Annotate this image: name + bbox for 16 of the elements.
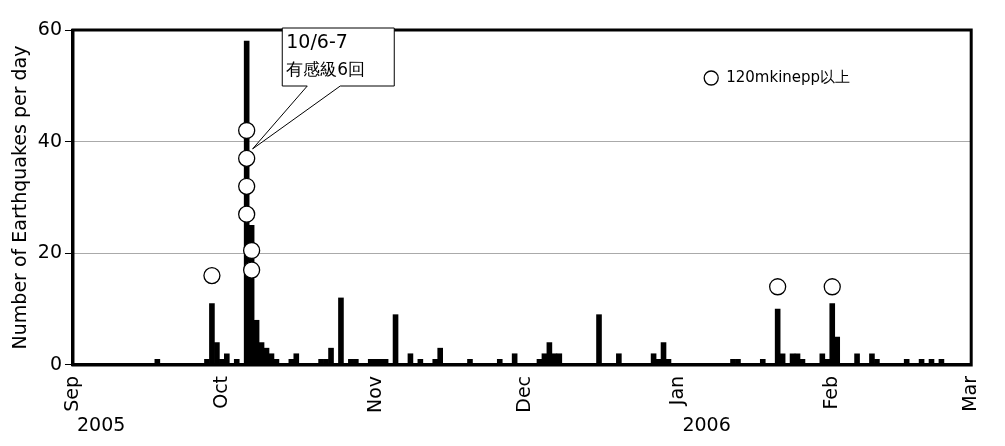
x-tick-label: Dec bbox=[511, 375, 534, 413]
x-tick-label: Jan bbox=[665, 375, 688, 407]
x-tick-label: Feb bbox=[819, 375, 842, 410]
y-tick-label: 0 bbox=[49, 351, 62, 374]
x-tick-label: Nov bbox=[362, 375, 385, 414]
text: 2005 bbox=[76, 413, 126, 436]
x-tick-label: Sep bbox=[59, 375, 82, 412]
x-tick-label: Oct bbox=[208, 375, 231, 409]
text: 2006 bbox=[682, 413, 731, 436]
annotation: 10/6-7 有感級6回 bbox=[286, 29, 366, 80]
y-tick-label: 40 bbox=[37, 128, 62, 151]
legend-label: 120mkinepp以上 bbox=[726, 67, 851, 86]
y-tick-label: 60 bbox=[37, 16, 62, 39]
y-axis-title: Number of Earthquakes per day bbox=[8, 45, 31, 350]
x-tick-label: Mar bbox=[958, 375, 981, 412]
y-tick-label: 20 bbox=[37, 240, 62, 263]
